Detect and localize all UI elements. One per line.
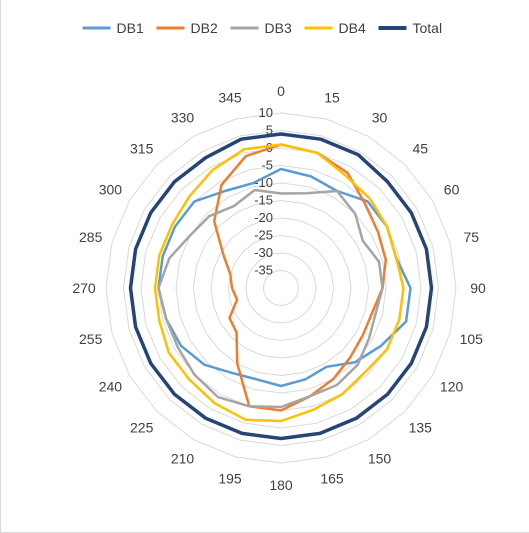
legend-label-db2: DB2 [191,20,218,36]
angle-label: 30 [372,109,388,125]
legend: DB1 DB2 DB3 DB4 Total [82,20,443,36]
angle-label: 60 [444,182,460,198]
radial-tick-label: -5 [261,158,273,173]
legend-label-db3: DB3 [265,20,292,36]
angle-labels: 0 153045607590105120135150165180195210225… [72,83,486,493]
angle-label: 270 [72,280,96,296]
radial-tick-label: -25 [254,228,273,243]
grid-ring [192,199,370,377]
grid-ring [227,234,335,342]
angle-label: 255 [79,331,103,347]
radial-tick-label: -30 [254,245,273,260]
angle-label: 195 [218,470,242,486]
series-layer [128,132,434,441]
radial-tick-label: -15 [254,193,273,208]
series-line-db3 [157,188,384,409]
angle-label: 315 [130,141,154,157]
angle-label: 90 [470,280,486,296]
radial-tick-label: -10 [254,175,273,190]
grid-ring [105,112,457,464]
radial-tick-label: 5 [266,123,273,138]
angle-label: 285 [79,229,103,245]
angle-label: 300 [99,182,123,198]
angle-label: 210 [171,451,195,467]
angle-label: 135 [409,419,433,435]
radial-tick-label: -20 [254,210,273,225]
radial-tick-label: 10 [259,105,273,120]
angle-label: 105 [460,331,484,347]
series-line-db2 [212,143,388,412]
legend-label-db1: DB1 [117,20,144,36]
grid-ring [122,129,440,447]
grid-ring [210,217,352,359]
series-line-db4 [153,143,405,423]
angle-label: 165 [320,470,344,486]
radial-tick-label: -35 [254,263,273,278]
angle-label: 15 [324,90,340,106]
angle-label: 0 [277,83,285,99]
angle-label: 345 [218,90,242,106]
angle-label: 180 [269,477,293,493]
angle-label: 150 [368,451,392,467]
angle-label: 75 [464,229,480,245]
grid-ring [262,269,300,307]
angle-label: 330 [171,109,195,125]
angle-label: 45 [413,141,429,157]
angle-label: 120 [440,379,464,395]
legend-label-total: Total [413,20,443,36]
grid-ring [245,252,317,324]
grid-ring [140,147,422,429]
series-line-total [128,132,434,441]
legend-label-db4: DB4 [339,20,366,36]
angle-label: 240 [99,379,123,395]
angle-label: 225 [130,419,154,435]
